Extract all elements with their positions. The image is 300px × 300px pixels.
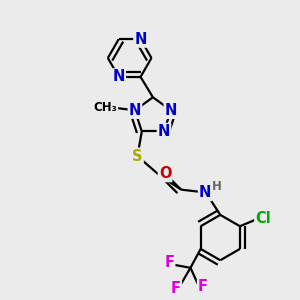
Text: N: N — [134, 32, 147, 46]
Text: CH₃: CH₃ — [93, 101, 117, 114]
Text: O: O — [159, 166, 171, 181]
Text: H: H — [212, 180, 222, 193]
Text: S: S — [132, 149, 143, 164]
Text: F: F — [164, 255, 174, 270]
Text: N: N — [165, 103, 177, 118]
Text: N: N — [199, 185, 211, 200]
Text: F: F — [198, 279, 208, 294]
Text: N: N — [158, 124, 170, 139]
Text: Cl: Cl — [255, 212, 271, 226]
Text: F: F — [171, 281, 181, 296]
Text: N: N — [129, 103, 141, 118]
Text: N: N — [112, 69, 125, 84]
